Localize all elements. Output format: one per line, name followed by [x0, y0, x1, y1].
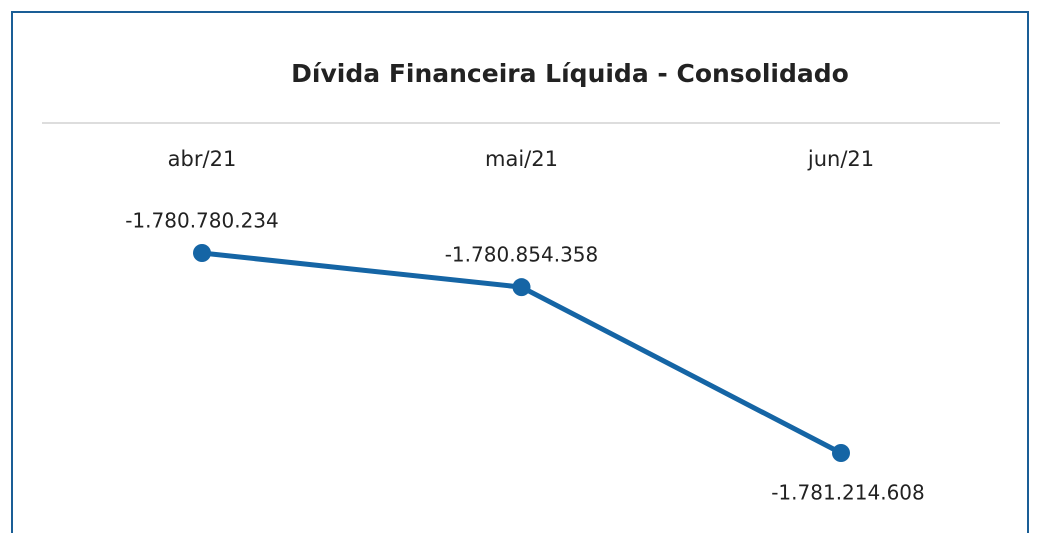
x-tick-label: abr/21 — [168, 147, 237, 171]
value-label: -1.781.214.608 — [771, 481, 925, 505]
value-label: -1.780.780.234 — [125, 209, 279, 233]
frame — [11, 11, 1029, 533]
chart-title: Dívida Financeira Líquida - Consolidado — [291, 59, 849, 88]
x-tick-label: jun/21 — [807, 147, 874, 171]
point — [832, 444, 850, 462]
x-tick-label: mai/21 — [485, 147, 558, 171]
value-label: -1.780.854.358 — [445, 243, 599, 267]
point — [512, 278, 531, 297]
point — [193, 244, 211, 262]
